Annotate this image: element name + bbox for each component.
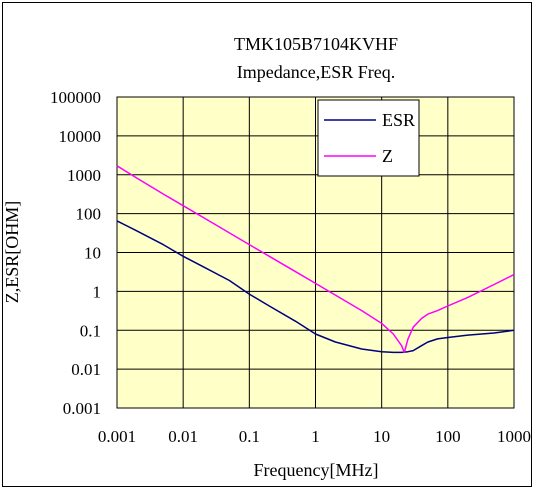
grid bbox=[117, 97, 514, 408]
y-tick-label: 0.1 bbox=[80, 321, 101, 340]
series-layer bbox=[116, 165, 515, 354]
y-tick-label: 1000 bbox=[67, 166, 101, 185]
series-line-esr bbox=[116, 220, 515, 354]
x-tick-label: 100 bbox=[435, 427, 461, 446]
y-axis-label: Z,ESR[OHM] bbox=[2, 201, 22, 304]
tick-labels: 0.001 0.01 0.1 1 10 100 1000 0.001 0.01 0.1 1 10 100… bbox=[50, 88, 531, 446]
x-axis-label: Frequency[MHz] bbox=[254, 460, 379, 480]
chart-title: TMK105B7104KVHF bbox=[234, 34, 398, 54]
y-tick-label: 100000 bbox=[50, 88, 101, 107]
legend-box bbox=[317, 99, 420, 177]
legend-label-z: Z bbox=[382, 146, 393, 166]
x-tick-label: 0.1 bbox=[239, 427, 260, 446]
x-tick-label: 10 bbox=[373, 427, 390, 446]
y-tick-label: 10000 bbox=[59, 127, 102, 146]
x-tick-label: 0.001 bbox=[98, 427, 136, 446]
y-tick-label: 100 bbox=[76, 205, 102, 224]
y-tick-label: 0.01 bbox=[71, 360, 101, 379]
series-line-z bbox=[116, 165, 515, 354]
y-tick-label: 10 bbox=[84, 244, 101, 263]
y-tick-label: 0.001 bbox=[63, 399, 101, 418]
x-tick-label: 0.01 bbox=[168, 427, 198, 446]
chart-subtitle: Impedance,ESR Freq. bbox=[237, 62, 395, 82]
y-tick-label: 1 bbox=[93, 282, 102, 301]
legend-label-esr: ESR bbox=[382, 110, 415, 130]
legend: ESR Z bbox=[317, 99, 420, 177]
x-tick-label: 1 bbox=[311, 427, 320, 446]
x-tick-label: 1000 bbox=[497, 427, 531, 446]
